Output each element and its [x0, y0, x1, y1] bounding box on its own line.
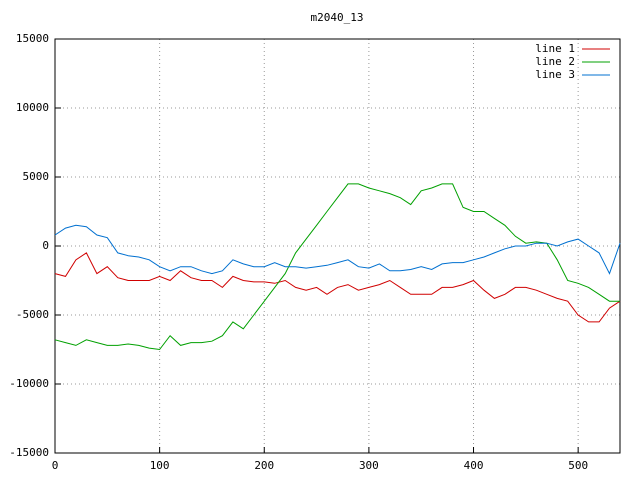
y-tick-label: 10000 — [16, 101, 49, 114]
y-tick-label: -10000 — [9, 377, 49, 390]
x-tick-label: 300 — [359, 459, 379, 472]
y-tick-label: -5000 — [16, 308, 49, 321]
x-tick-label: 200 — [254, 459, 274, 472]
y-tick-label: 15000 — [16, 32, 49, 45]
plot-frame — [54, 38, 621, 454]
x-tick-label: 100 — [150, 459, 170, 472]
x-tick-label: 0 — [52, 459, 59, 472]
x-tick-label: 400 — [464, 459, 484, 472]
line-series — [54, 224, 621, 275]
legend-label: line 2 — [535, 55, 575, 68]
chart-title: m2040_13 — [311, 11, 364, 24]
legend-label: line 1 — [535, 42, 575, 55]
line-series — [54, 252, 621, 323]
y-tick-label: -15000 — [9, 446, 49, 459]
x-tick-label: 500 — [568, 459, 588, 472]
line-series — [54, 183, 620, 351]
legend-label: line 3 — [535, 68, 575, 81]
y-tick-label: 0 — [42, 239, 49, 252]
y-tick-label: 5000 — [23, 170, 50, 183]
